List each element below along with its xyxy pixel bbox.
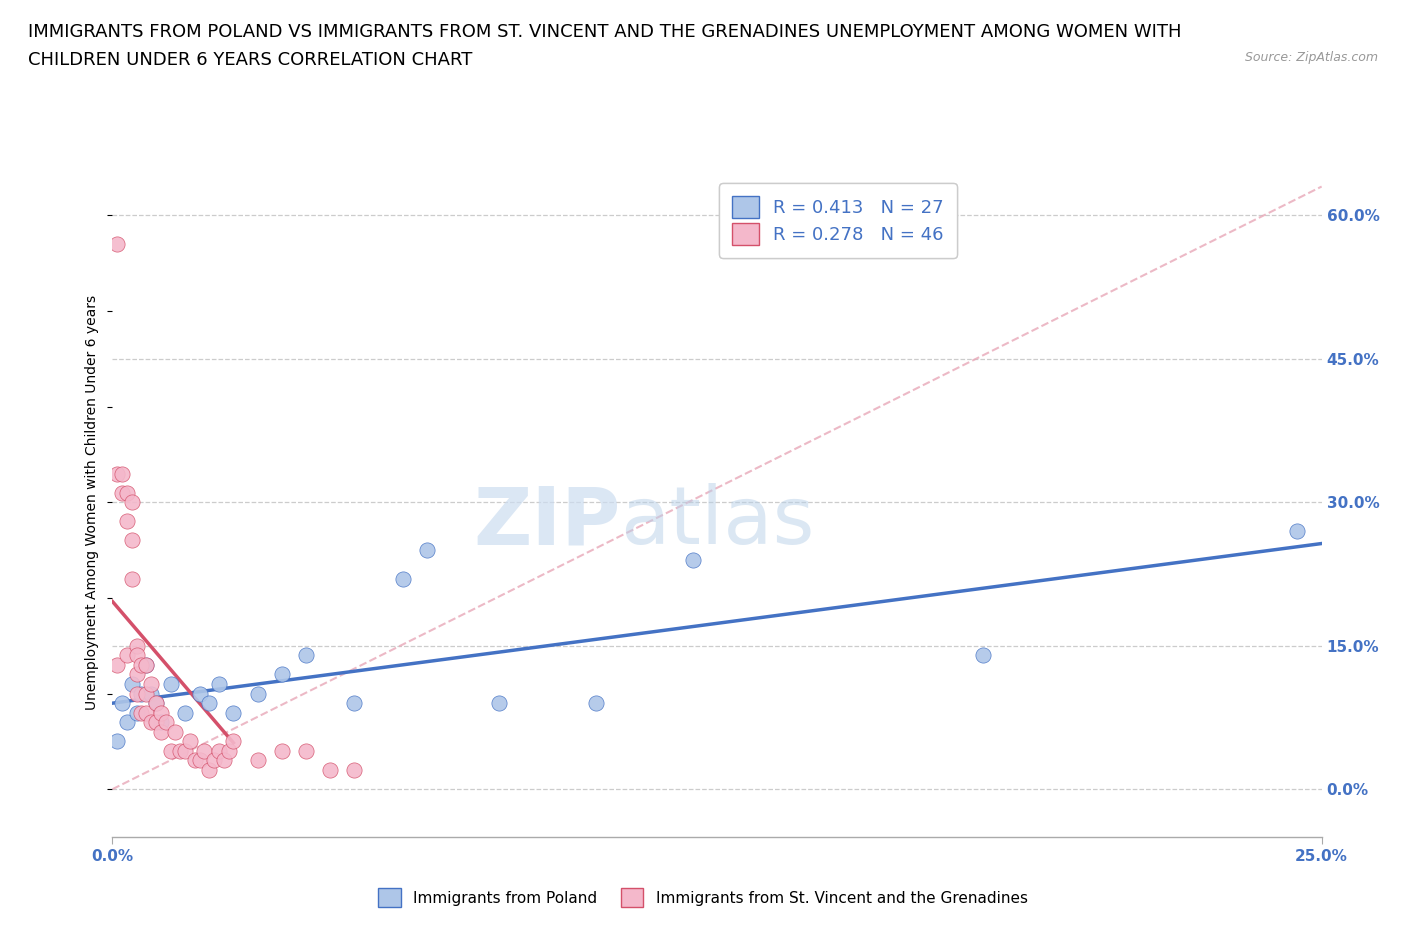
Point: [159, 676, 181, 691]
Y-axis label: Unemployment Among Women with Children Under 6 years: Unemployment Among Women with Children U…: [86, 295, 100, 710]
Point: [135, 658, 157, 672]
Point: [488, 696, 510, 711]
Text: atlas: atlas: [620, 484, 814, 562]
Point: [212, 753, 235, 768]
Point: [115, 648, 138, 663]
Text: ZIP: ZIP: [472, 484, 620, 562]
Point: [174, 743, 197, 758]
Point: [391, 571, 413, 586]
Point: [202, 753, 225, 768]
Point: [188, 686, 211, 701]
Point: [105, 734, 128, 749]
Point: [141, 686, 163, 701]
Point: [105, 466, 128, 481]
Point: [131, 658, 153, 672]
Point: [125, 705, 148, 720]
Point: [1286, 524, 1309, 538]
Point: [179, 734, 201, 749]
Point: [121, 533, 143, 548]
Point: [270, 743, 292, 758]
Legend: R = 0.413   N = 27, R = 0.278   N = 46: R = 0.413 N = 27, R = 0.278 N = 46: [720, 183, 956, 258]
Point: [416, 542, 439, 557]
Point: [343, 696, 366, 711]
Point: [115, 514, 138, 529]
Point: [208, 743, 231, 758]
Point: [149, 705, 172, 720]
Point: [125, 686, 148, 701]
Point: [105, 236, 128, 251]
Point: [111, 485, 134, 500]
Point: [208, 676, 231, 691]
Point: [270, 667, 292, 682]
Point: [125, 638, 148, 653]
Point: [121, 676, 143, 691]
Point: [145, 715, 167, 730]
Point: [246, 753, 269, 768]
Point: [115, 715, 138, 730]
Point: [295, 743, 318, 758]
Text: CHILDREN UNDER 6 YEARS CORRELATION CHART: CHILDREN UNDER 6 YEARS CORRELATION CHART: [28, 51, 472, 69]
Point: [125, 667, 148, 682]
Point: [169, 743, 191, 758]
Point: [682, 552, 704, 567]
Point: [111, 466, 134, 481]
Point: [141, 676, 163, 691]
Point: [183, 753, 205, 768]
Point: [145, 696, 167, 711]
Point: [159, 743, 181, 758]
Point: [295, 648, 318, 663]
Legend: Immigrants from Poland, Immigrants from St. Vincent and the Grenadines: Immigrants from Poland, Immigrants from …: [373, 883, 1033, 913]
Point: [131, 705, 153, 720]
Point: [972, 648, 994, 663]
Point: [188, 753, 211, 768]
Point: [246, 686, 269, 701]
Point: [174, 705, 197, 720]
Point: [218, 743, 240, 758]
Point: [105, 658, 128, 672]
Point: [111, 696, 134, 711]
Point: [141, 715, 163, 730]
Point: [145, 696, 167, 711]
Point: [135, 686, 157, 701]
Point: [125, 648, 148, 663]
Point: [121, 571, 143, 586]
Point: [343, 763, 366, 777]
Point: [198, 696, 221, 711]
Point: [115, 485, 138, 500]
Point: [198, 763, 221, 777]
Point: [121, 495, 143, 510]
Point: [222, 705, 245, 720]
Point: [222, 734, 245, 749]
Point: [131, 686, 153, 701]
Point: [585, 696, 607, 711]
Point: [149, 715, 172, 730]
Point: [155, 715, 177, 730]
Point: [193, 743, 215, 758]
Point: [135, 705, 157, 720]
Point: [135, 658, 157, 672]
Point: [149, 724, 172, 739]
Text: IMMIGRANTS FROM POLAND VS IMMIGRANTS FROM ST. VINCENT AND THE GRENADINES UNEMPLO: IMMIGRANTS FROM POLAND VS IMMIGRANTS FRO…: [28, 23, 1181, 41]
Text: Source: ZipAtlas.com: Source: ZipAtlas.com: [1244, 51, 1378, 64]
Point: [319, 763, 342, 777]
Point: [165, 724, 187, 739]
